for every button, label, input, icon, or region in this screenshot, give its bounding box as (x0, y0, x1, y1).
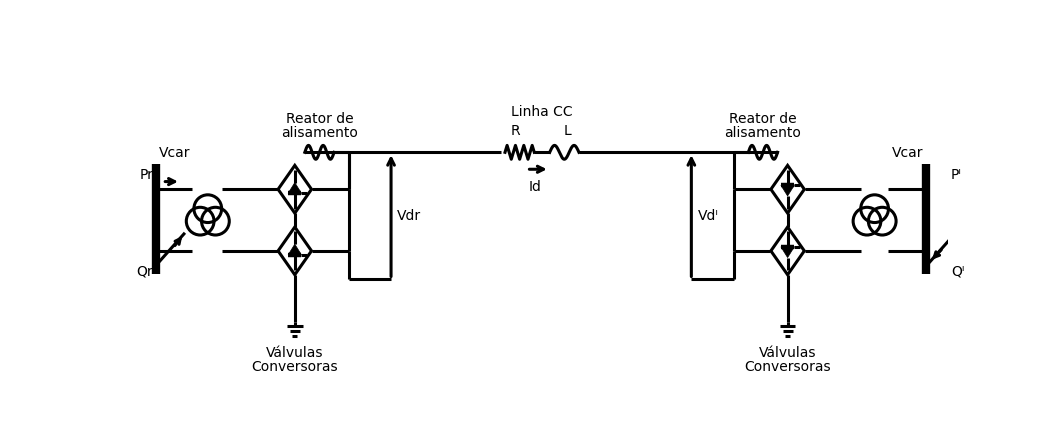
Text: Vcar: Vcar (159, 146, 191, 160)
Polygon shape (781, 185, 794, 196)
Polygon shape (781, 247, 794, 258)
Text: Vcar: Vcar (891, 146, 923, 160)
Text: Válvulas: Válvulas (266, 346, 323, 360)
Text: R: R (510, 125, 520, 138)
Text: Conversoras: Conversoras (744, 360, 831, 374)
Text: Linha CC: Linha CC (511, 104, 572, 119)
Text: Pr: Pr (139, 168, 153, 182)
Text: Qr: Qr (136, 265, 153, 279)
Text: Válvulas: Válvulas (759, 346, 816, 360)
Text: Reator de: Reator de (729, 112, 797, 126)
Text: Conversoras: Conversoras (251, 360, 338, 374)
Text: Qᴵ: Qᴵ (950, 265, 964, 279)
Text: Pᴵ: Pᴵ (950, 168, 962, 182)
Text: Id: Id (529, 180, 542, 194)
Text: Vdᴵ: Vdᴵ (698, 209, 718, 223)
Text: L: L (564, 125, 571, 138)
Text: Reator de: Reator de (285, 112, 354, 126)
Text: Vdr: Vdr (397, 209, 421, 223)
Text: alisamento: alisamento (724, 126, 802, 140)
Text: alisamento: alisamento (281, 126, 358, 140)
Polygon shape (288, 183, 301, 193)
Polygon shape (288, 244, 301, 255)
